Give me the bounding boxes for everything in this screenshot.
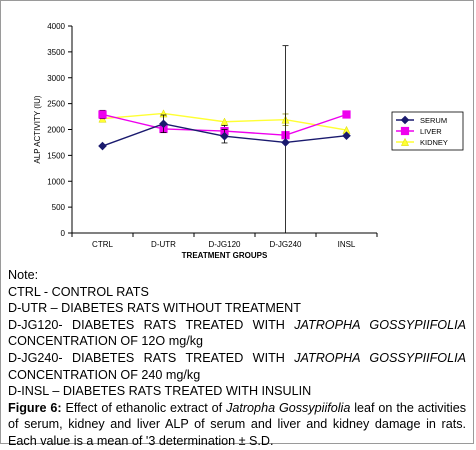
y-tick-label: 4000 — [47, 22, 65, 31]
x-tick-label: D-JG240 — [269, 240, 302, 249]
legend-marker — [400, 115, 410, 125]
note-line-ctrl: CTRL - CONTROL RATS — [8, 284, 149, 299]
y-tick-label: 3000 — [47, 74, 65, 83]
x-axis-title: TREATMENT GROUPS — [182, 251, 268, 260]
data-point-serum — [220, 131, 229, 141]
y-tick-label: 2000 — [47, 126, 65, 135]
species-name: Jatropha Gossypiifolia — [226, 400, 351, 415]
note-line-jg120-cont: CONCENTRATION OF 12O mg/kg — [8, 334, 203, 349]
y-axis-title: ALP ACTIVITY (IU) — [33, 95, 42, 164]
data-point-liver — [98, 110, 107, 119]
figure-label: Figure 6: — [8, 400, 62, 415]
note-line-jg240-cont: CONCENTRATION OF 240 mg/kg — [8, 367, 201, 382]
x-tick-label: D-UTR — [151, 240, 176, 249]
legend-label: SERUM — [420, 116, 447, 125]
note-line-jg120: D-JG120- DIABETES RATS TREATED WITH JATR… — [8, 317, 466, 332]
note-heading: Note: — [8, 268, 39, 282]
data-point-serum — [281, 138, 290, 147]
data-point-serum — [159, 119, 168, 129]
y-tick-label: 0 — [61, 229, 66, 238]
x-tick-label: CTRL — [92, 240, 113, 249]
y-tick-label: 2500 — [47, 100, 65, 109]
y-tick-label: 1500 — [47, 151, 65, 160]
legend-marker — [400, 126, 410, 136]
y-tick-label: 1000 — [47, 177, 65, 186]
note-line-jg240: D-JG240- DIABETES RATS TREATED WITH JATR… — [8, 350, 466, 365]
data-point-liver — [342, 110, 351, 119]
x-tick-label: INSL — [338, 240, 356, 249]
legend-marker — [400, 137, 410, 146]
note-line-insl: D-INSL – DIABETES RATS TREATED WITH INSU… — [8, 384, 312, 399]
x-tick-label: D-JG120 — [208, 240, 241, 249]
legend-label: LIVER — [420, 127, 442, 136]
chart-area: 0 500 1000 1500 2000 2500 3000 3500 4000 CTRL D-UT… — [1, 1, 476, 263]
data-point-serum — [98, 141, 107, 151]
note-line-dutr: D-UTR – DIABETES RATS WITHOUT TREATMENT — [8, 301, 301, 316]
y-tick-label: 3500 — [47, 48, 65, 57]
line-chart: 0 500 1000 1500 2000 2500 3000 3500 4000 CTRL D-UT… — [33, 22, 464, 260]
legend-label: KIDNEY — [420, 138, 448, 147]
figure-description: Figure 6: Effect of ethanolic extract of… — [8, 400, 467, 448]
data-point-serum — [342, 131, 351, 141]
y-tick-label: 500 — [52, 203, 66, 212]
figure-caption: Note: CTRL - CONTROL RATS D-UTR – DIABET… — [8, 267, 466, 450]
species-name: JATROPHA GOSSYPIIFOLIA — [294, 350, 466, 365]
species-name: JATROPHA GOSSYPIIFOLIA — [294, 317, 466, 332]
